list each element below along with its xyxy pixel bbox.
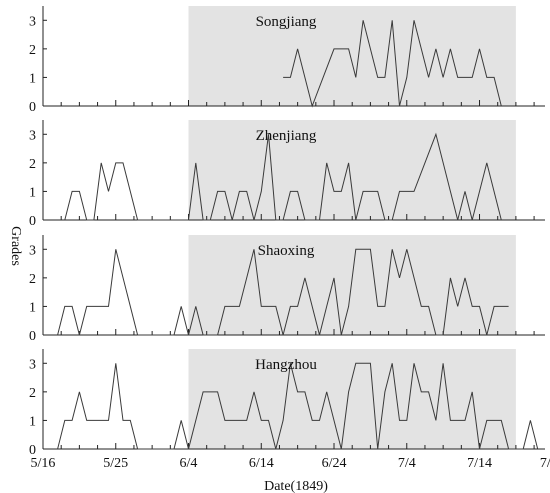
highlight-band <box>188 6 516 106</box>
y-tick-label: 0 <box>29 329 36 344</box>
y-axis-label: Grades <box>8 226 23 266</box>
panel-shaoxing: 0 1 2 3 Shaoxing <box>29 235 545 344</box>
y-tick-label: 3 <box>29 243 36 258</box>
y-tick-label: 2 <box>29 386 36 401</box>
highlight-band <box>188 120 516 220</box>
series-line-songjiang <box>283 20 502 108</box>
panels-layer: 0 1 2 3 Songjiang 0 1 2 3 Zhenjiang 0 1 2 3 Shaoxing 0 1… <box>29 6 550 471</box>
x-tick-label: 7/24 <box>540 456 550 471</box>
panel-title-hangzhou: Hangzhou <box>255 357 317 373</box>
x-tick-label: 7/14 <box>467 456 492 471</box>
series-line-shaoxing <box>57 248 509 336</box>
y-tick-label: 0 <box>29 443 36 458</box>
x-axis-label: Date(1849) <box>264 479 328 493</box>
y-tick-label: 2 <box>29 157 36 172</box>
x-tick-label: 5/25 <box>103 456 128 471</box>
series-line-hangzhou <box>57 362 539 450</box>
y-tick-label: 1 <box>29 71 36 86</box>
y-tick-label: 3 <box>29 128 36 143</box>
x-tick-label: 6/4 <box>180 456 198 471</box>
panel-songjiang: 0 1 2 3 Songjiang <box>29 6 545 115</box>
panel-hangzhou: 0 1 2 3 Hangzhou <box>29 349 545 458</box>
series-line-zhenjiang <box>64 132 502 221</box>
panel-zhenjiang: 0 1 2 3 Zhenjiang <box>29 120 545 229</box>
y-tick-label: 2 <box>29 43 36 58</box>
y-tick-label: 3 <box>29 14 36 29</box>
y-tick-label: 1 <box>29 414 36 429</box>
highlight-band <box>188 349 516 449</box>
y-tick-label: 1 <box>29 300 36 315</box>
x-tick-label: 6/24 <box>322 456 347 471</box>
x-tick-label: 6/14 <box>249 456 274 471</box>
panel-title-shaoxing: Shaoxing <box>258 243 315 259</box>
highlight-band <box>188 235 516 335</box>
panel-title-songjiang: Songjiang <box>256 14 317 30</box>
y-tick-label: 2 <box>29 272 36 287</box>
y-tick-label: 0 <box>29 214 36 229</box>
y-tick-label: 3 <box>29 357 36 372</box>
panel-title-zhenjiang: Zhenjiang <box>256 128 317 144</box>
y-tick-label: 1 <box>29 185 36 200</box>
x-tick-label: 5/16 <box>31 456 56 471</box>
x-tick-label: 7/4 <box>398 456 416 471</box>
y-tick-label: 0 <box>29 100 36 115</box>
